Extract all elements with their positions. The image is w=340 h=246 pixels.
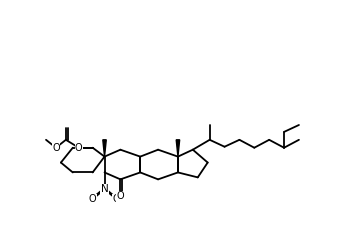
- Polygon shape: [103, 140, 106, 157]
- Text: N: N: [101, 184, 108, 194]
- Text: O: O: [117, 191, 124, 201]
- Text: O: O: [113, 194, 120, 204]
- Text: O: O: [89, 194, 97, 204]
- Text: O: O: [52, 143, 60, 153]
- Text: O: O: [75, 143, 83, 153]
- Polygon shape: [176, 140, 180, 157]
